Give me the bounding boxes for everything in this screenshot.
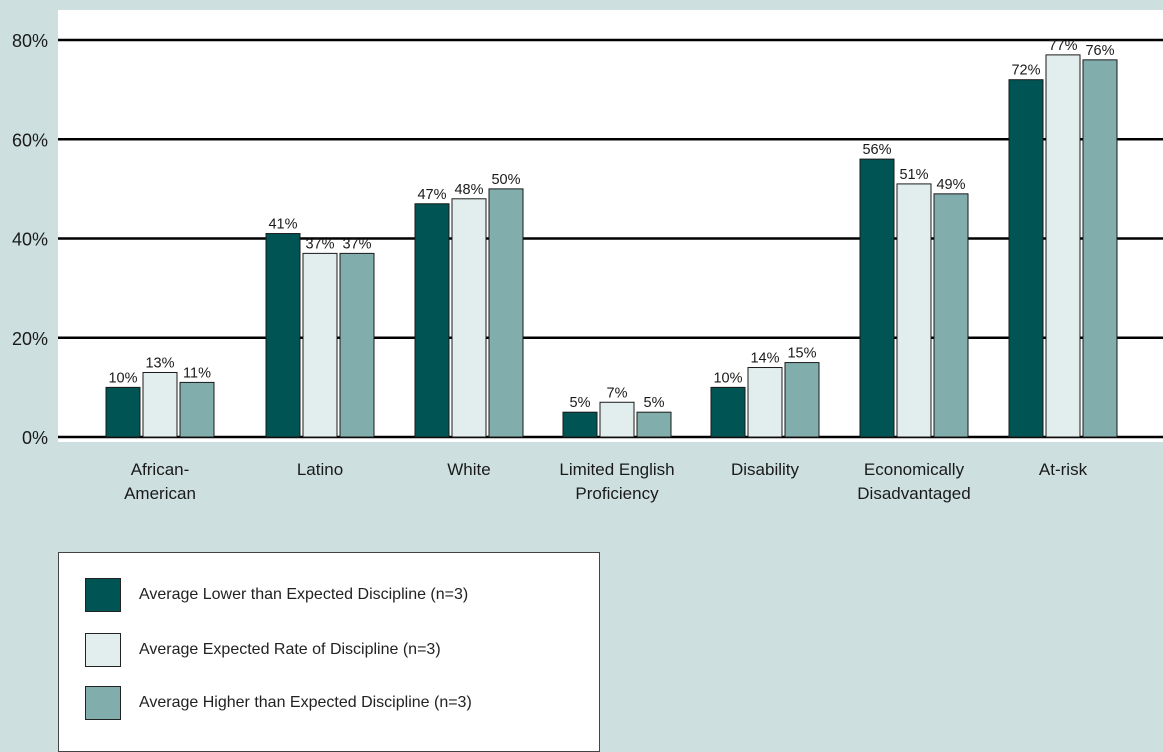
bar <box>933 193 969 438</box>
data-label: 13% <box>145 355 174 371</box>
bar <box>1082 59 1118 438</box>
legend-swatch-lower <box>85 578 121 612</box>
data-label: 72% <box>1011 63 1040 79</box>
bar <box>488 188 524 438</box>
bar <box>339 252 375 438</box>
legend-label-expected: Average Expected Rate of Discipline (n=3… <box>139 641 441 658</box>
bar <box>1008 79 1044 438</box>
bar <box>599 401 635 438</box>
bar <box>636 411 672 438</box>
x-tick-label: African- <box>131 460 190 479</box>
gridlines <box>58 38 1163 439</box>
y-tick-label: 20% <box>12 329 48 349</box>
data-label: 48% <box>454 182 483 198</box>
legend-item-lower: Average Lower than Expected Discipline (… <box>85 578 468 612</box>
x-tick-label: Latino <box>297 460 343 479</box>
x-tick-label: Economically <box>864 460 965 479</box>
data-labels: 10% 41% 47% 5% 10% 56% 72% 13% 37% 48% 7% 14% 51% 77%… <box>108 38 1114 411</box>
data-label: 50% <box>491 172 520 188</box>
data-label: 15% <box>787 346 816 362</box>
x-tick-label: White <box>447 460 490 479</box>
data-label: 5% <box>644 395 665 411</box>
bar <box>265 233 301 438</box>
data-label: 37% <box>342 236 371 252</box>
bar <box>451 198 487 438</box>
x-tick-label: At-risk <box>1039 460 1088 479</box>
bar <box>142 371 178 438</box>
data-label: 10% <box>108 370 137 386</box>
bar <box>414 203 450 438</box>
data-label: 11% <box>183 365 211 381</box>
bar <box>179 381 215 438</box>
data-label: 49% <box>936 177 965 193</box>
legend-label-lower: Average Lower than Expected Discipline (… <box>139 586 469 603</box>
plot-background <box>58 10 1163 442</box>
legend-item-expected: Average Expected Rate of Discipline (n=3… <box>85 633 441 667</box>
bar <box>710 386 746 438</box>
legend-swatch-expected <box>85 633 121 667</box>
bar <box>562 411 598 438</box>
data-label: 5% <box>570 395 591 411</box>
data-label: 77% <box>1048 38 1077 54</box>
axes: 0% 20% 40% 60% 80% African- American Latino Whit… <box>12 31 1088 503</box>
bars <box>105 54 1118 438</box>
bar <box>302 252 338 438</box>
bar <box>105 386 141 438</box>
bar <box>1045 54 1081 438</box>
bar <box>784 362 820 438</box>
data-label: 76% <box>1085 43 1114 59</box>
x-tick-label: Disability <box>731 460 800 479</box>
y-tick-label: 60% <box>12 130 48 150</box>
x-tick-label: Limited English <box>559 460 674 479</box>
legend: Average Lower than Expected Discipline (… <box>58 552 600 752</box>
bar <box>896 183 932 438</box>
data-label: 7% <box>607 385 628 401</box>
x-tick-label: Proficiency <box>575 484 659 503</box>
bar <box>747 367 783 438</box>
data-label: 41% <box>268 217 297 233</box>
y-tick-label: 40% <box>12 230 48 250</box>
x-tick-label: Disadvantaged <box>857 484 970 503</box>
bar <box>859 158 895 438</box>
data-label: 14% <box>750 351 779 367</box>
x-tick-label: American <box>124 484 196 503</box>
legend-item-higher: Average Higher than Expected Discipline … <box>85 686 472 720</box>
data-label: 56% <box>862 142 891 158</box>
data-label: 51% <box>899 167 928 183</box>
data-label: 47% <box>417 187 446 203</box>
y-tick-label: 0% <box>22 428 48 448</box>
data-label: 10% <box>713 370 742 386</box>
legend-swatch-higher <box>85 686 121 720</box>
y-tick-label: 80% <box>12 31 48 51</box>
data-label: 37% <box>305 236 334 252</box>
legend-label-higher: Average Higher than Expected Discipline … <box>139 694 472 711</box>
